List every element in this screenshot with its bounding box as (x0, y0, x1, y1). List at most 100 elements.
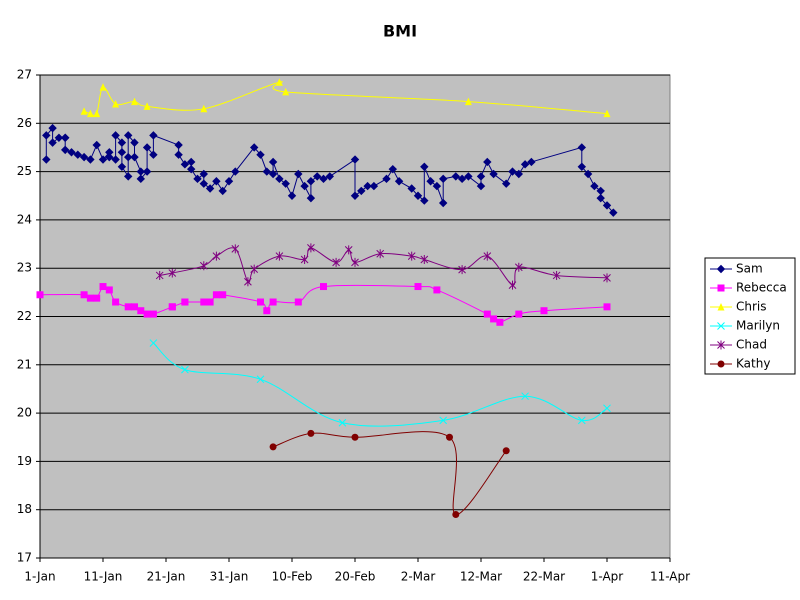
y-tick-label: 25 (17, 164, 32, 178)
point (136, 174, 146, 184)
point (124, 303, 132, 311)
point (552, 270, 561, 280)
legend-swatch (716, 264, 726, 274)
point (143, 310, 151, 318)
point (275, 251, 284, 261)
point (142, 167, 152, 176)
point (149, 310, 157, 318)
point (577, 143, 587, 152)
point (457, 174, 467, 184)
point (244, 277, 252, 287)
point (483, 310, 491, 318)
x-tick-label: 11-Jan (84, 570, 123, 584)
point (137, 307, 145, 315)
point (105, 152, 114, 162)
point (420, 255, 429, 265)
point (527, 157, 536, 167)
point (256, 150, 265, 159)
point (86, 294, 94, 302)
point (338, 418, 347, 427)
y-tick-label: 20 (17, 406, 32, 420)
point (149, 150, 158, 159)
series-line (153, 342, 608, 427)
point (180, 160, 190, 169)
point (36, 291, 44, 299)
legend-swatch (717, 322, 725, 330)
point (433, 286, 441, 294)
point (420, 162, 429, 171)
point (168, 268, 177, 278)
point (269, 298, 277, 306)
legend-label: Chad (736, 338, 767, 352)
point (307, 243, 315, 253)
point (123, 152, 133, 162)
point (149, 339, 158, 347)
point (282, 87, 290, 96)
x-tick-label: 31-Jan (210, 570, 249, 584)
point (596, 193, 605, 203)
point (112, 298, 120, 306)
legend-label: Kathy (736, 357, 770, 371)
point (439, 416, 448, 425)
point (490, 315, 498, 323)
point (590, 181, 599, 191)
point (42, 155, 51, 164)
x-tick-label: 11-Apr (650, 570, 690, 584)
point (275, 78, 283, 86)
legend (704, 257, 796, 375)
point (483, 157, 492, 167)
point (219, 291, 227, 299)
point (483, 251, 492, 261)
point (496, 318, 504, 326)
point (73, 150, 83, 159)
point (263, 307, 271, 315)
x-tick-label: 20-Feb (335, 570, 376, 584)
point (540, 307, 548, 315)
point (382, 174, 391, 184)
point (205, 184, 215, 193)
point (464, 97, 472, 106)
point (48, 123, 57, 133)
point (200, 104, 208, 113)
point (413, 191, 423, 200)
point (181, 298, 189, 306)
point (426, 177, 435, 186)
point (583, 169, 593, 179)
point (351, 257, 359, 267)
point (130, 138, 139, 147)
x-tick-label: 21-Jan (147, 570, 186, 584)
point (149, 131, 158, 140)
point (79, 152, 89, 162)
point (514, 169, 524, 179)
point (476, 181, 486, 191)
point (131, 97, 138, 106)
point (117, 148, 127, 157)
point (350, 191, 360, 200)
point (325, 172, 335, 181)
point (199, 179, 209, 188)
point (212, 177, 221, 186)
point (376, 249, 385, 259)
point (577, 162, 587, 171)
point (60, 145, 70, 155)
legend-label: Rebecca (736, 281, 787, 295)
legend-swatch (717, 340, 725, 350)
point (268, 169, 278, 179)
point (275, 174, 284, 184)
point (306, 193, 316, 203)
legend-swatch (717, 360, 725, 368)
y-tick-label: 17 (17, 551, 32, 565)
point (287, 191, 297, 200)
x-tick-label: 1-Jan (24, 570, 55, 584)
point (86, 109, 94, 118)
point (446, 433, 453, 441)
chart-title: BMI (383, 22, 417, 41)
point (86, 155, 95, 164)
series-line (159, 247, 608, 286)
legend-label: Chris (736, 300, 767, 314)
point (142, 143, 152, 152)
point (520, 160, 530, 169)
point (117, 138, 127, 147)
x-tick-label: 1-Apr (591, 570, 624, 584)
point (269, 443, 277, 451)
